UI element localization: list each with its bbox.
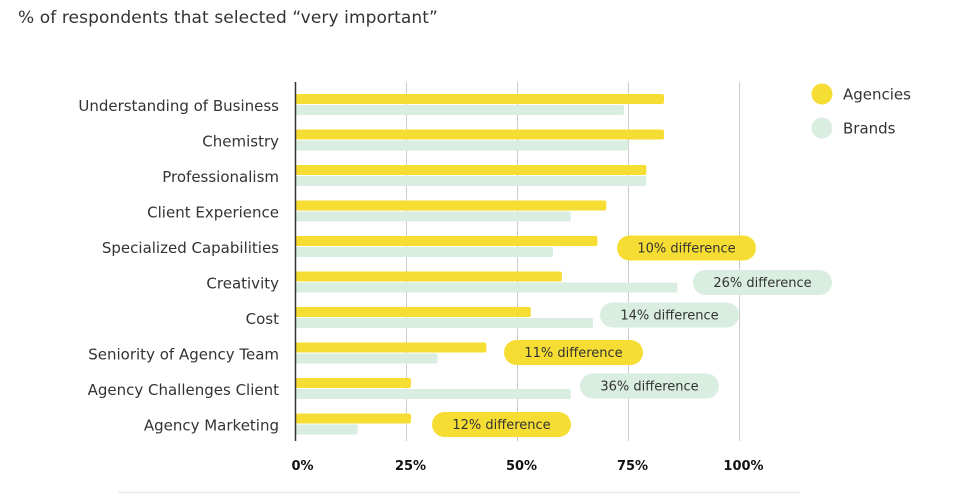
bar-brands <box>295 176 647 186</box>
category-label: Professionalism <box>162 168 279 186</box>
category-label: Creativity <box>206 275 279 293</box>
difference-pill <box>432 412 571 437</box>
x-tick-label: 0% <box>291 459 313 474</box>
bar-brands <box>295 105 625 115</box>
bar-agencies <box>295 307 531 317</box>
difference-pill <box>504 340 643 365</box>
category-label: Agency Marketing <box>144 417 279 435</box>
bar-agencies <box>295 236 598 246</box>
x-tick-label: 25% <box>395 459 426 474</box>
bar-brands <box>295 389 571 399</box>
category-label: Cost <box>246 310 279 328</box>
chart-title: % of respondents that selected “very imp… <box>18 8 438 28</box>
legend-label: Agencies <box>843 86 911 104</box>
category-label: Specialized Capabilities <box>102 239 279 257</box>
bar-brands <box>295 211 571 222</box>
legend-swatch-agencies <box>811 83 833 105</box>
difference-pill <box>617 235 756 261</box>
difference-label: 10% difference <box>637 242 735 257</box>
x-tick-label: 100% <box>723 459 763 474</box>
bar-agencies <box>295 200 607 211</box>
bar-brands <box>295 318 593 328</box>
x-tick-label: 75% <box>617 459 648 474</box>
bar-agencies <box>295 271 562 282</box>
bar-agencies <box>295 413 411 424</box>
legend-label: Brands <box>843 120 896 138</box>
difference-label: 36% difference <box>600 380 698 395</box>
category-label: Seniority of Agency Team <box>88 346 279 364</box>
legend-swatch-brands <box>811 117 833 139</box>
bar-brands <box>295 353 438 364</box>
difference-label: 11% difference <box>524 346 622 361</box>
difference-pill <box>580 373 719 399</box>
difference-label: 12% difference <box>452 418 550 433</box>
bar-agencies <box>295 129 665 140</box>
bar-brands <box>295 140 629 151</box>
bar-brands <box>295 424 358 435</box>
bar-agencies <box>295 342 487 353</box>
category-label: Chemistry <box>202 133 279 151</box>
category-label: Client Experience <box>147 204 279 222</box>
bar-brands <box>295 247 554 257</box>
bar-agencies <box>295 378 411 388</box>
bar-agencies <box>295 165 647 175</box>
difference-pill <box>600 302 739 328</box>
category-label: Agency Challenges Client <box>88 381 280 399</box>
difference-pill <box>693 270 832 295</box>
difference-label: 26% difference <box>713 276 811 291</box>
x-tick-label: 50% <box>506 459 537 474</box>
category-label: Understanding of Business <box>78 97 279 115</box>
difference-label: 14% difference <box>620 309 718 324</box>
bar-brands <box>295 282 678 293</box>
bar-agencies <box>295 94 665 104</box>
